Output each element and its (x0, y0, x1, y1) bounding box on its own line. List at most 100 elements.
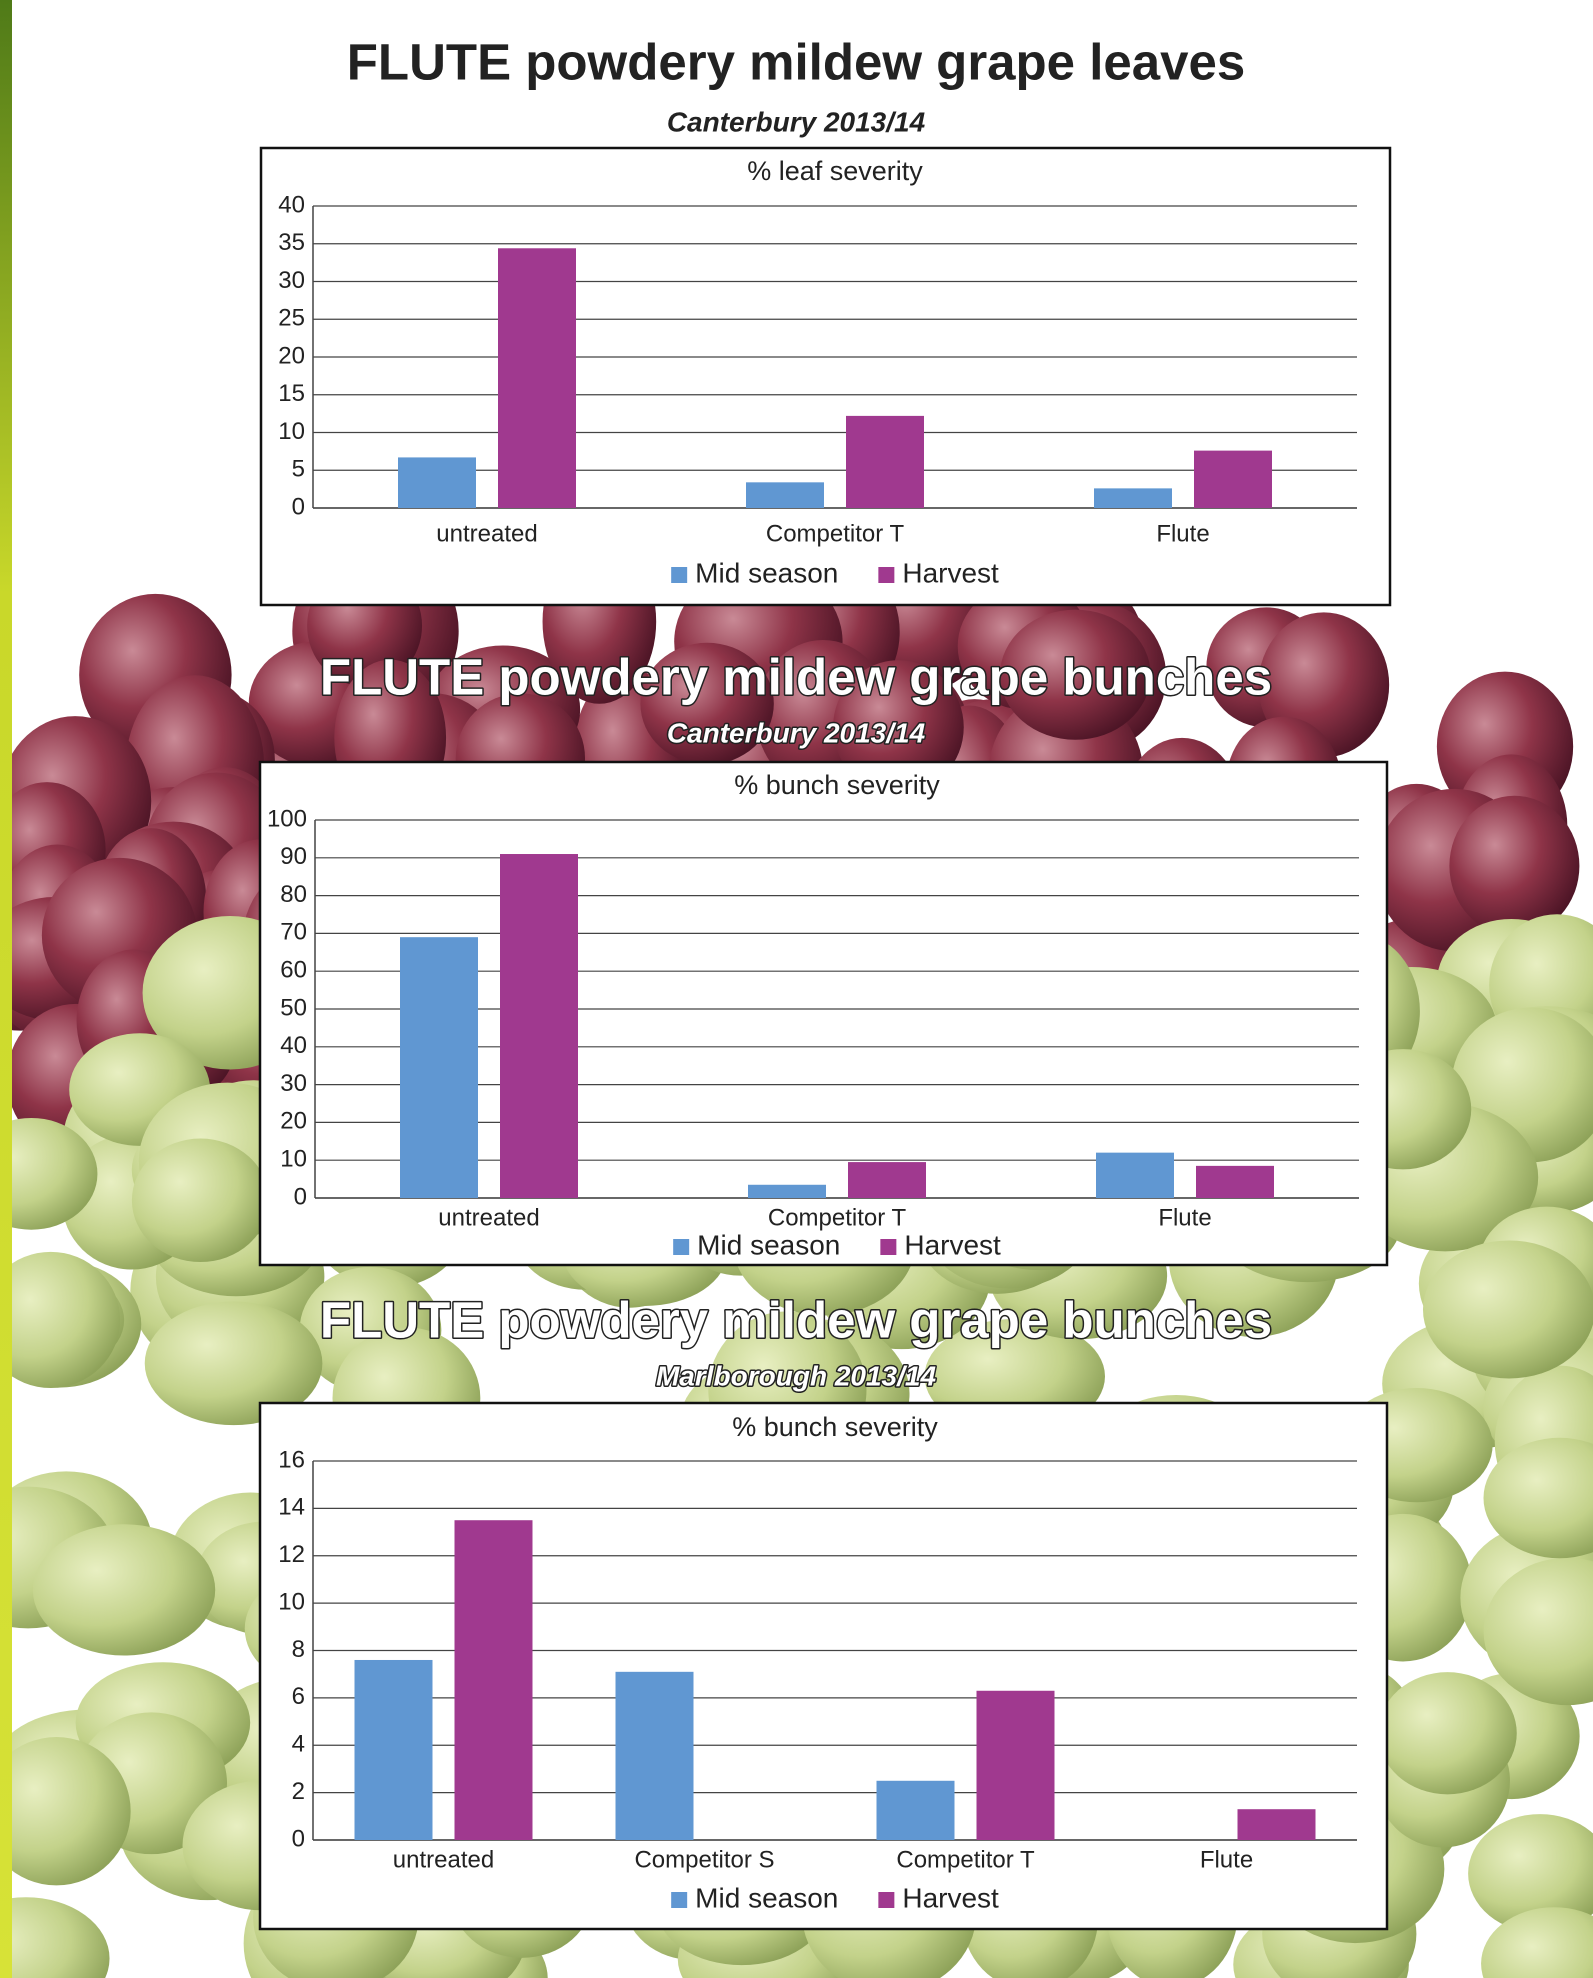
chart-title: FLUTE powdery mildew grape bunches (320, 648, 1272, 705)
grape (1481, 1907, 1593, 1978)
x-tick-label: Competitor T (766, 520, 905, 547)
legend-swatch (878, 567, 895, 583)
y-tick-label: 20 (280, 1108, 307, 1135)
legend-swatch (671, 567, 688, 583)
chart-subtitle: Canterbury 2013/14 (667, 717, 926, 748)
bar (848, 1162, 926, 1198)
bar (1237, 1809, 1316, 1840)
bar (398, 457, 476, 508)
bar (1194, 450, 1272, 508)
y-tick-label: 15 (278, 380, 305, 407)
bar (748, 1184, 826, 1198)
chart-box (259, 146, 1392, 607)
chart-subtitle: Canterbury 2013/14 (667, 106, 926, 137)
y-tick-label: 14 (278, 1494, 305, 1521)
charts: FLUTE powdery mildew grape leaves Canterb… (258, 33, 1392, 1931)
bar (1096, 1152, 1174, 1198)
legend-label: Harvest (904, 1229, 1001, 1260)
legend: Mid season Harvest (673, 1229, 1001, 1260)
grape (833, 660, 964, 795)
y-tick-label: 0 (294, 1183, 307, 1210)
x-tick-label: untreated (436, 520, 537, 547)
y-tick-label: 10 (278, 418, 305, 445)
x-tick-label: untreated (438, 1204, 539, 1231)
bar (746, 482, 824, 508)
legend-label: Mid season (695, 1882, 838, 1913)
y-tick-label: 5 (292, 456, 305, 483)
x-tick-label: Flute (1156, 520, 1209, 547)
y-tick-label: 25 (278, 305, 305, 332)
grape (0, 1897, 110, 1978)
grape (1483, 1557, 1593, 1706)
y-tick-label: 8 (292, 1636, 305, 1663)
y-tick-label: 30 (278, 267, 305, 294)
y-tick-label: 6 (292, 1683, 305, 1710)
x-tick-label: Flute (1158, 1204, 1211, 1231)
grape (1378, 1672, 1517, 1795)
legend-label: Mid season (697, 1229, 840, 1260)
bar (846, 415, 924, 508)
plot-title: % bunch severity (732, 1412, 938, 1442)
bar (498, 248, 576, 508)
legend-swatch (878, 1892, 895, 1908)
x-tick-label: Competitor T (896, 1846, 1035, 1873)
legend-label: Mid season (695, 557, 838, 588)
y-tick-label: 60 (280, 957, 307, 984)
y-tick-label: 12 (278, 1541, 305, 1568)
side-strip (0, 0, 12, 1978)
grape (144, 1301, 323, 1426)
legend-swatch (673, 1239, 690, 1255)
legend: Mid season Harvest (671, 1882, 999, 1913)
chart-title: FLUTE powdery mildew grape leaves (347, 33, 1245, 90)
plot-title: % leaf severity (747, 156, 923, 186)
legend: Mid season Harvest (671, 557, 999, 588)
bar (1094, 488, 1172, 508)
bar (615, 1671, 694, 1840)
y-tick-label: 80 (280, 881, 307, 908)
y-tick-label: 10 (278, 1588, 305, 1615)
y-tick-label: 4 (292, 1731, 305, 1758)
chart-title: FLUTE powdery mildew grape bunches (320, 1291, 1272, 1348)
y-tick-label: 70 (280, 919, 307, 946)
y-tick-label: 20 (278, 342, 305, 369)
bar (1196, 1165, 1274, 1198)
grape (0, 1251, 121, 1389)
y-tick-label: 2 (292, 1778, 305, 1805)
legend-swatch (880, 1239, 897, 1255)
grape (1468, 1814, 1593, 1933)
x-tick-label: Flute (1200, 1846, 1253, 1873)
y-tick-label: 35 (278, 229, 305, 256)
bar (354, 1659, 433, 1840)
legend-label: Harvest (902, 1882, 999, 1913)
bar (400, 937, 478, 1198)
y-tick-label: 16 (278, 1446, 305, 1473)
y-tick-label: 0 (292, 493, 305, 520)
x-tick-label: Competitor T (768, 1204, 907, 1231)
grape (32, 1524, 216, 1656)
grape (131, 1138, 270, 1263)
grape (0, 1737, 131, 1886)
plot-title: % bunch severity (734, 770, 940, 800)
chart-box (258, 1401, 1389, 1931)
y-tick-label: 100 (267, 805, 307, 832)
y-tick-label: 0 (292, 1825, 305, 1852)
grape (1000, 609, 1151, 740)
y-tick-label: 40 (280, 1032, 307, 1059)
bar (454, 1520, 533, 1840)
bar (976, 1690, 1055, 1840)
x-tick-label: Competitor S (634, 1846, 774, 1873)
grape (0, 1117, 98, 1230)
chart-subtitle: Marlborough 2013/14 (656, 1360, 937, 1391)
y-tick-label: 30 (280, 1070, 307, 1097)
legend-swatch (671, 1892, 688, 1908)
x-tick-label: untreated (393, 1846, 494, 1873)
y-tick-label: 50 (280, 994, 307, 1021)
grape (1483, 1437, 1593, 1559)
grape (1422, 1240, 1593, 1379)
y-tick-label: 90 (280, 843, 307, 870)
bar (876, 1780, 955, 1840)
y-tick-label: 40 (278, 191, 305, 218)
grape (640, 642, 774, 765)
